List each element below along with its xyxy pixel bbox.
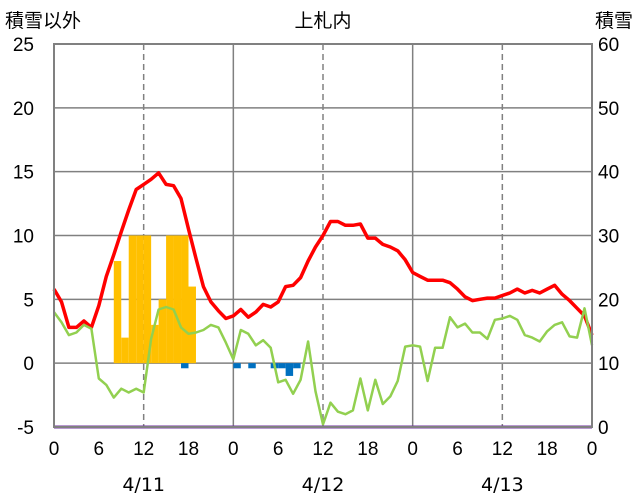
date-label: 4/11	[122, 474, 165, 496]
x-tick-label: 18	[537, 439, 558, 460]
precip-bar	[181, 235, 189, 364]
precip-bar	[173, 235, 182, 364]
date-label: 4/12	[302, 474, 345, 496]
right-tick-label: 0	[598, 418, 609, 439]
x-tick-label: 12	[492, 439, 513, 460]
chart-title: 上札内	[294, 10, 351, 32]
temperature-line	[52, 171, 594, 336]
snow_change-bar	[233, 363, 241, 369]
left-tick-label: 25	[13, 35, 34, 56]
left-tick-label: 15	[13, 163, 34, 184]
snow_change-bar	[278, 363, 286, 369]
right-tick-label: 40	[598, 163, 619, 184]
right-axis-title: 積雪	[595, 10, 633, 32]
precip-bar	[158, 299, 167, 364]
humidity_line-line	[52, 305, 594, 426]
precip-bar	[143, 235, 152, 364]
snow_change-bar	[293, 363, 301, 369]
right-tick-label: 20	[598, 290, 619, 311]
right-tick-label: 10	[598, 354, 619, 375]
x-tick-label: 0	[49, 439, 60, 460]
x-tick-label: 12	[312, 439, 333, 460]
x-tick-label: 0	[228, 439, 239, 460]
precip-bar	[136, 235, 144, 364]
date-labels: 4/11 4/12 4/13	[122, 474, 523, 496]
x-tick-label: 6	[273, 439, 284, 460]
x-tick-label: 18	[178, 439, 199, 460]
precip-bar	[151, 324, 159, 364]
date-label: 4/13	[481, 474, 524, 496]
right-tick-label: 30	[598, 227, 619, 248]
x-tick-label: 0	[587, 439, 598, 460]
precip-bar	[113, 261, 122, 364]
x-tick-label: 18	[357, 439, 378, 460]
left-tick-label: 0	[23, 354, 34, 375]
left-tick-labels: 25 20 15 10 5 0 -5	[13, 35, 34, 439]
snow_change-bar	[248, 363, 256, 369]
x-tick-label: 12	[133, 439, 154, 460]
precip-bar	[188, 286, 196, 364]
left-tick-label: 10	[13, 227, 34, 248]
precip-bar	[128, 235, 137, 364]
x-tick-label: 6	[452, 439, 463, 460]
right-tick-label: 50	[598, 99, 619, 120]
x-tick-label: 0	[407, 439, 418, 460]
precip-bar	[166, 235, 174, 364]
snow_change-bar	[285, 363, 294, 376]
left-tick-label: -5	[17, 418, 34, 439]
left-tick-label: 20	[13, 99, 34, 120]
snow_change-bar	[181, 363, 189, 369]
right-tick-label: 60	[598, 35, 619, 56]
precip-bar	[121, 337, 129, 364]
right-tick-labels: 60 50 40 30 20 10 0	[598, 35, 619, 439]
plot-frame	[53, 43, 593, 428]
left-axis-title: 積雪以外	[5, 10, 81, 32]
x-tick-label: 6	[94, 439, 105, 460]
left-tick-label: 5	[23, 290, 34, 311]
x-tick-labels: 0 6 12 18 0 6 12 18 0 6 12 18 0	[49, 439, 598, 460]
